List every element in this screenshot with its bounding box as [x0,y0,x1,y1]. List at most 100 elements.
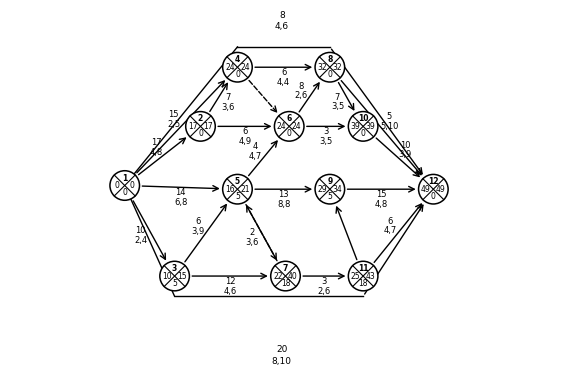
Text: 22: 22 [274,272,283,280]
Text: 0: 0 [198,129,203,138]
Text: 32: 32 [317,63,327,72]
Text: 32: 32 [332,63,342,72]
Text: 0: 0 [130,181,135,190]
Text: 5: 5 [327,192,332,201]
Circle shape [348,112,378,141]
Text: 3,9: 3,9 [399,150,412,160]
Text: 4,9: 4,9 [238,137,251,146]
Circle shape [275,112,304,141]
Text: 11: 11 [358,264,368,273]
Text: 0: 0 [327,70,332,79]
Text: 24: 24 [292,122,301,131]
Text: 10: 10 [400,141,411,150]
Text: 6: 6 [287,115,292,124]
Text: 10: 10 [162,272,172,280]
Text: 4,6: 4,6 [275,22,289,31]
Text: 5: 5 [235,177,240,186]
Text: 2: 2 [250,228,255,237]
Text: 7: 7 [335,92,340,102]
Text: 6: 6 [388,217,393,226]
Text: 3,6: 3,6 [221,103,235,112]
Text: 18: 18 [281,279,290,288]
Text: 9: 9 [327,177,332,186]
Text: 16: 16 [225,185,235,194]
Text: 0: 0 [287,129,292,138]
Circle shape [419,174,448,204]
Text: 5: 5 [172,279,177,288]
Text: 34: 34 [332,185,342,194]
Text: 2,6: 2,6 [317,287,331,296]
Text: 15: 15 [168,110,179,119]
Text: 7: 7 [225,93,231,102]
Text: 24: 24 [277,122,287,131]
Text: 10: 10 [358,115,368,124]
Text: 3: 3 [323,127,329,137]
Text: 0: 0 [122,188,127,197]
Circle shape [315,52,345,82]
Text: 43: 43 [365,272,375,280]
Circle shape [315,174,345,204]
Text: 25: 25 [351,272,360,280]
Text: 7: 7 [283,264,288,273]
Text: 15: 15 [376,190,387,199]
Text: 4,4: 4,4 [277,78,290,87]
Text: 8: 8 [298,82,304,91]
Circle shape [223,174,252,204]
Circle shape [160,261,190,291]
Text: 18: 18 [359,279,368,288]
Text: 8,8: 8,8 [277,200,290,209]
Text: 49: 49 [436,185,445,194]
Text: 0: 0 [431,192,436,201]
Text: 6: 6 [195,217,200,226]
Text: 17: 17 [188,122,198,131]
Text: 49: 49 [421,185,431,194]
Text: 3: 3 [321,277,327,286]
Text: 14: 14 [175,188,186,197]
Circle shape [348,261,378,291]
Text: 8: 8 [327,55,332,64]
Text: 4: 4 [235,55,240,64]
Text: 4,6: 4,6 [223,287,237,296]
Text: 4,7: 4,7 [384,226,397,236]
Text: 2: 2 [198,115,203,124]
Text: 2,6: 2,6 [295,91,308,100]
Text: 24: 24 [240,63,250,72]
Text: 5,10: 5,10 [380,122,399,131]
Text: 3,5: 3,5 [331,102,344,111]
Text: 5: 5 [387,112,392,121]
Text: 8: 8 [279,11,285,20]
Text: 3,5: 3,5 [320,137,333,146]
Circle shape [223,52,252,82]
Text: 39: 39 [365,122,375,131]
Text: 40: 40 [288,272,297,280]
Text: 39: 39 [351,122,361,131]
Circle shape [110,171,139,200]
Text: 0: 0 [115,181,120,190]
Text: 5: 5 [235,192,240,201]
Text: 3,9: 3,9 [191,227,204,236]
Text: 15: 15 [177,272,187,280]
Text: 6: 6 [242,127,248,137]
Text: 1: 1 [122,174,127,183]
Text: 4,8: 4,8 [375,200,388,209]
Text: 0: 0 [235,70,240,79]
Text: 12: 12 [428,177,439,186]
Circle shape [271,261,300,291]
Text: 4,7: 4,7 [249,151,262,161]
Text: 2,5: 2,5 [167,119,180,128]
Text: 10: 10 [135,226,146,236]
Text: 17: 17 [151,138,162,147]
Text: 4,8: 4,8 [150,148,163,157]
Text: 2,4: 2,4 [134,236,147,245]
Text: 4: 4 [253,142,258,151]
Text: 29: 29 [317,185,327,194]
Text: 6: 6 [281,68,286,77]
Text: 21: 21 [240,185,250,194]
Circle shape [186,112,215,141]
Text: 17: 17 [203,122,212,131]
Text: 6,8: 6,8 [174,198,187,207]
Text: 13: 13 [278,190,289,199]
Text: 20: 20 [276,345,287,354]
Text: 24: 24 [225,63,235,72]
Text: 0: 0 [361,129,365,138]
